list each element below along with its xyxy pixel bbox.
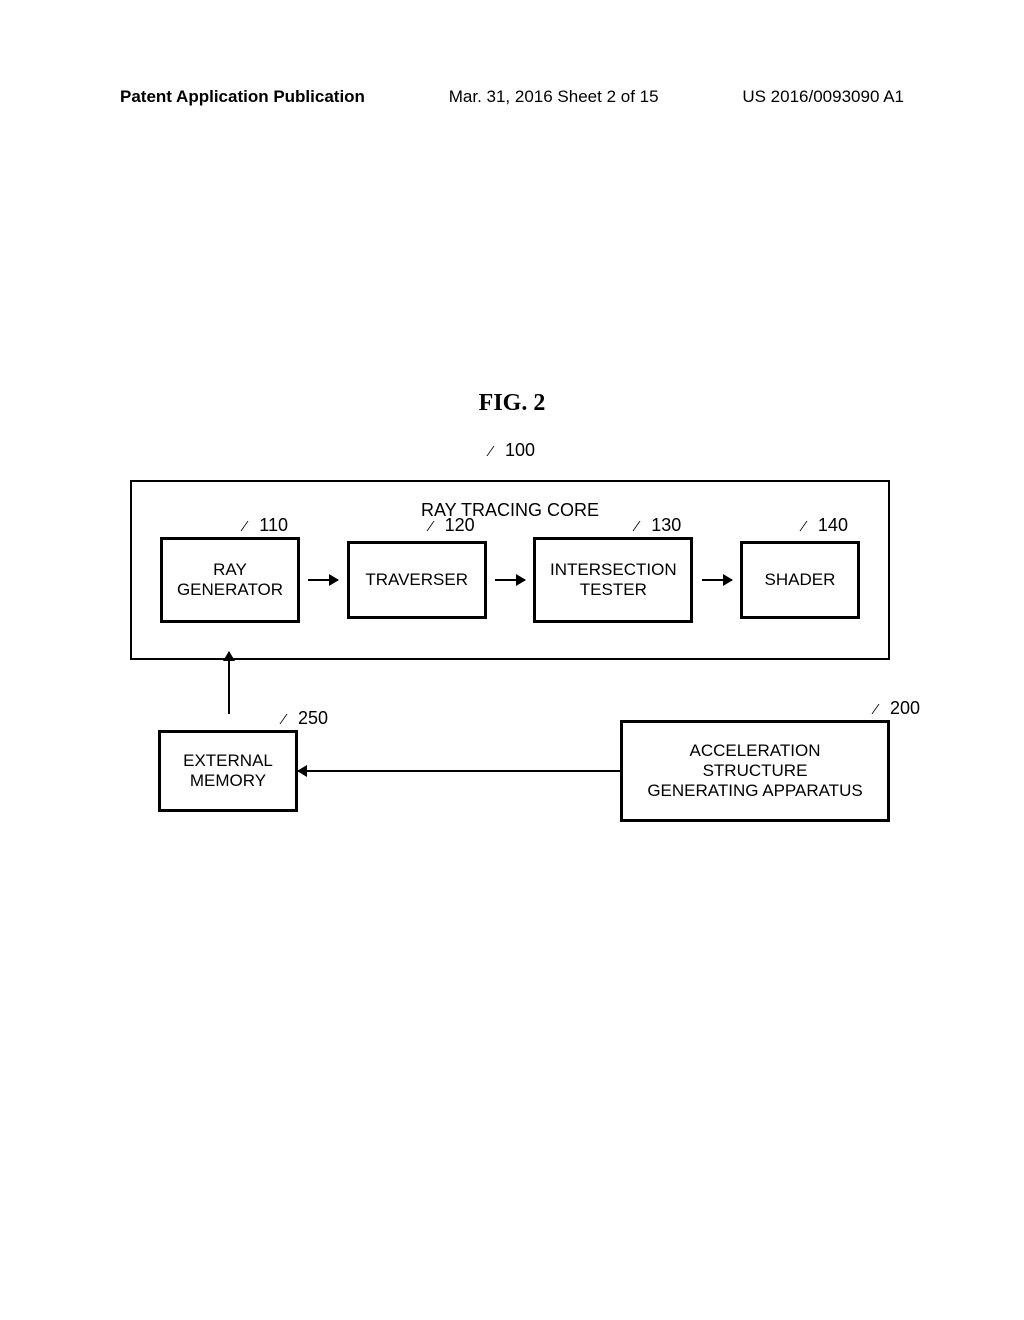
header-publisher: Patent Application Publication	[120, 87, 365, 107]
accel-structure-label: ACCELERATION STRUCTURE GENERATING APPARA…	[647, 741, 862, 801]
shader-box: SHADER	[740, 541, 860, 619]
arrow-120-to-130	[495, 579, 525, 581]
inner-boxes-row: 110 RAY GENERATOR 120 TRAVERSER	[160, 537, 860, 623]
main-box-reference: 100	[490, 440, 535, 461]
external-memory-box: EXTERNAL MEMORY	[158, 730, 298, 812]
traverser-label: TRAVERSER	[365, 570, 468, 590]
intersection-tester-box: INTERSECTION TESTER	[533, 537, 693, 623]
arrow-200-to-250	[298, 770, 620, 772]
shader-label: SHADER	[765, 570, 836, 590]
ray-generator-box: RAY GENERATOR	[160, 537, 300, 623]
bottom-row: 250 EXTERNAL MEMORY 200 ACCELERATION STR…	[130, 720, 890, 822]
external-memory-wrapper: 250 EXTERNAL MEMORY	[158, 730, 298, 812]
ray-tracing-core-container: RAY TRACING CORE 110 RAY GENERATOR 120	[130, 480, 890, 660]
shader-ref: 140	[803, 515, 848, 536]
ray-generator-ref: 110	[244, 515, 288, 536]
shader-wrapper: 140 SHADER	[740, 537, 860, 623]
external-memory-label: EXTERNAL MEMORY	[183, 751, 273, 791]
intersection-tester-wrapper: 130 INTERSECTION TESTER	[533, 537, 693, 623]
arrow-130-to-140	[702, 579, 732, 581]
arrow-110-to-120	[308, 579, 338, 581]
ray-generator-label: RAY GENERATOR	[177, 560, 283, 600]
figure-label: FIG. 2	[479, 390, 546, 417]
header-patent-number: US 2016/0093090 A1	[742, 87, 904, 107]
block-diagram: 100 RAY TRACING CORE 110 RAY GENERATOR 1…	[130, 460, 890, 822]
accel-structure-ref: 200	[875, 698, 920, 719]
header-date-sheet: Mar. 31, 2016 Sheet 2 of 15	[449, 87, 659, 107]
accel-structure-box: ACCELERATION STRUCTURE GENERATING APPARA…	[620, 720, 890, 822]
external-memory-ref: 250	[283, 708, 328, 729]
arrow-250-to-100	[228, 652, 230, 714]
ray-generator-wrapper: 110 RAY GENERATOR	[160, 537, 300, 623]
traverser-box: TRAVERSER	[347, 541, 487, 619]
traverser-ref: 120	[430, 515, 475, 536]
intersection-tester-ref: 130	[636, 515, 681, 536]
traverser-wrapper: 120 TRAVERSER	[347, 537, 487, 623]
accel-structure-wrapper: 200 ACCELERATION STRUCTURE GENERATING AP…	[620, 720, 890, 822]
intersection-tester-label: INTERSECTION TESTER	[550, 560, 677, 600]
page-header: Patent Application Publication Mar. 31, …	[120, 87, 904, 107]
